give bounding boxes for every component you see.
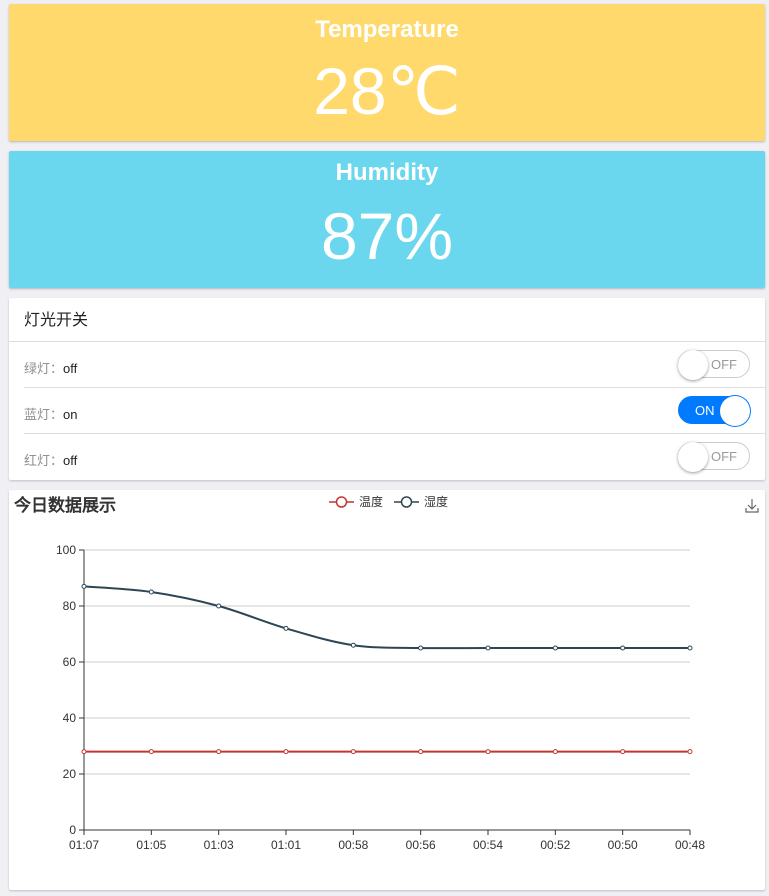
- green-light-toggle[interactable]: OFF: [678, 350, 750, 380]
- series-line-1: [83, 585, 690, 650]
- data-point[interactable]: [216, 749, 222, 755]
- data-point[interactable]: [81, 583, 87, 589]
- y-tick-label: 60: [63, 655, 77, 669]
- x-tick-label: 01:07: [69, 838, 99, 852]
- x-tick-label: 00:58: [338, 838, 368, 852]
- chart-legend[interactable]: 温度 湿度: [329, 494, 448, 509]
- light-switch-panel: 灯光开关 绿灯：off OFF 蓝灯：on ON 红灯：off OFF: [9, 298, 765, 480]
- data-point[interactable]: [216, 603, 222, 609]
- humidity-value: 87%: [320, 199, 454, 273]
- y-tick-label: 100: [56, 543, 76, 557]
- light-name: 红灯：: [24, 453, 64, 468]
- data-point[interactable]: [148, 589, 154, 595]
- y-tick-label: 80: [63, 599, 77, 613]
- chart-series: [81, 583, 693, 755]
- legend-label[interactable]: 湿度: [424, 494, 448, 509]
- data-point[interactable]: [350, 642, 356, 648]
- data-point[interactable]: [687, 749, 693, 755]
- humidity-label: Humidity: [335, 159, 439, 186]
- data-point[interactable]: [283, 625, 289, 631]
- data-point[interactable]: [620, 645, 626, 651]
- temperature-value: 28℃: [313, 54, 461, 128]
- light-name: 蓝灯：: [24, 407, 64, 422]
- red-light-toggle[interactable]: OFF: [678, 442, 750, 472]
- temperature-label: Temperature: [315, 16, 459, 43]
- x-tick-label: 00:48: [675, 838, 705, 852]
- x-tick-label: 01:03: [204, 838, 234, 852]
- x-tick-label: 00:54: [473, 838, 503, 852]
- toggle-knob[interactable]: [720, 396, 750, 426]
- legend-marker-0[interactable]: [335, 496, 348, 508]
- temperature-card: Temperature 28℃: [9, 4, 765, 141]
- grid-lines: [84, 549, 690, 775]
- data-point[interactable]: [552, 645, 558, 651]
- data-point[interactable]: [485, 749, 491, 755]
- data-point[interactable]: [485, 645, 491, 651]
- x-tick-label: 00:50: [608, 838, 638, 852]
- toggle-text: OFF: [711, 449, 737, 464]
- data-point[interactable]: [418, 749, 424, 755]
- download-icon[interactable]: [745, 499, 759, 513]
- data-point[interactable]: [552, 749, 558, 755]
- legend-marker-1[interactable]: [400, 496, 413, 508]
- data-point[interactable]: [350, 749, 356, 755]
- toggle-text: OFF: [711, 357, 737, 372]
- x-tick-label: 00:52: [540, 838, 570, 852]
- x-tick-label: 01:01: [271, 838, 301, 852]
- y-tick-label: 0: [69, 823, 76, 837]
- data-point[interactable]: [283, 749, 289, 755]
- x-tick-label: 01:05: [136, 838, 166, 852]
- light-panel-title: 灯光开关: [9, 298, 765, 342]
- toggle-text: ON: [695, 403, 715, 418]
- light-name: 绿灯：: [24, 361, 64, 376]
- light-state: off: [63, 453, 78, 468]
- blue-light-toggle[interactable]: ON: [678, 396, 750, 426]
- light-row-red: 红灯：off OFF: [24, 434, 765, 479]
- y-tick-label: 40: [63, 711, 77, 725]
- light-state: off: [63, 361, 78, 376]
- data-point[interactable]: [418, 645, 424, 651]
- data-point[interactable]: [81, 749, 87, 755]
- toggle-knob[interactable]: [678, 350, 708, 380]
- data-point[interactable]: [620, 749, 626, 755]
- light-row-blue: 蓝灯：on ON: [24, 388, 765, 434]
- light-state: on: [63, 407, 78, 422]
- humidity-card: Humidity 87%: [9, 151, 765, 288]
- x-tick-label: 00:56: [406, 838, 436, 852]
- data-point[interactable]: [687, 645, 693, 651]
- y-tick-label: 20: [63, 767, 77, 781]
- daily-data-chart-panel: 今日数据展示 温度 湿度 0 20 40 60 80 100 01:07 01:05 01:03 0…: [9, 490, 765, 890]
- data-point[interactable]: [148, 749, 154, 755]
- light-row-green: 绿灯：off OFF: [24, 342, 765, 388]
- chart-title: 今日数据展示: [14, 495, 116, 515]
- chart-axes: 0 20 40 60 80 100 01:07 01:05 01:03 01:01 00:58 00:…: [56, 543, 705, 852]
- toggle-knob[interactable]: [678, 442, 708, 472]
- legend-label[interactable]: 温度: [359, 494, 383, 509]
